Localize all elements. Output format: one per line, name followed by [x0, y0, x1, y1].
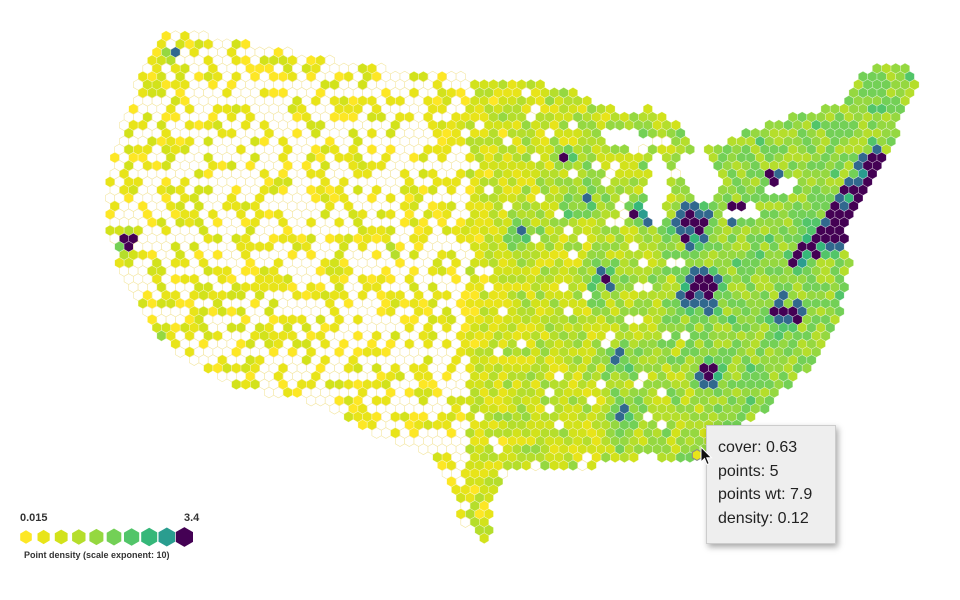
hex-cell[interactable] — [558, 459, 569, 472]
hex-cell[interactable] — [175, 346, 186, 358]
hex-cell[interactable] — [315, 394, 326, 407]
hex-cell[interactable] — [371, 427, 382, 439]
hex-cell[interactable] — [460, 516, 471, 528]
hex-cell[interactable] — [292, 386, 303, 399]
hex-cell[interactable] — [656, 451, 667, 464]
hex-cell[interactable] — [642, 443, 653, 455]
hex-cell[interactable] — [600, 451, 611, 464]
hex-cell[interactable] — [343, 411, 354, 423]
tooltip-cover: cover: 0.63 — [718, 439, 798, 456]
hex-cell[interactable] — [568, 459, 578, 472]
hex-cell[interactable] — [769, 176, 780, 188]
hex-cell[interactable] — [549, 459, 560, 472]
hex-cell[interactable] — [240, 378, 251, 391]
hex-cell[interactable] — [586, 459, 597, 472]
hex-cell[interactable] — [250, 378, 260, 391]
hex-cell[interactable] — [511, 459, 522, 472]
hex-cell[interactable] — [783, 378, 794, 391]
hex-cell[interactable] — [736, 200, 747, 212]
legend-swatch — [124, 528, 140, 546]
legend-min-label: 0.015 — [20, 512, 48, 524]
hex-cell[interactable] — [381, 427, 391, 439]
hex-cell[interactable] — [264, 386, 274, 399]
legend-max-label: 3.4 — [184, 512, 200, 524]
hex-cell[interactable] — [357, 419, 368, 431]
hex-tooltip: cover: 0.63 points: 5 points wt: 7.9 den… — [706, 425, 836, 544]
hex-cell[interactable] — [540, 459, 550, 472]
hex-cell[interactable] — [217, 370, 228, 383]
hex-cell[interactable] — [156, 330, 167, 342]
hex-cell[interactable] — [619, 451, 630, 464]
hex-cell[interactable] — [605, 119, 616, 131]
legend-swatch — [20, 530, 32, 544]
hex-cell[interactable] — [418, 443, 429, 455]
hex-cell[interactable] — [329, 402, 340, 415]
tooltip-points: points: 5 — [718, 462, 779, 480]
hex-cell[interactable] — [684, 143, 695, 156]
hex-cell[interactable] — [727, 200, 737, 212]
hex-cells[interactable] — [105, 30, 920, 545]
legend-swatch — [175, 527, 193, 547]
hex-cell[interactable] — [306, 394, 317, 407]
hex-cell[interactable] — [759, 402, 770, 415]
hex-cell[interactable] — [801, 362, 812, 374]
hex-cell[interactable] — [666, 451, 677, 464]
hex-cell[interactable] — [404, 435, 415, 447]
hex-cell[interactable] — [614, 119, 625, 131]
hex-cell[interactable] — [479, 532, 490, 545]
legend-swatch — [37, 529, 50, 545]
hex-cell[interactable] — [282, 386, 293, 399]
legend-swatch — [72, 529, 86, 545]
hex-cell[interactable] — [610, 451, 621, 464]
hex-cell[interactable] — [530, 459, 541, 472]
hex-cell[interactable] — [624, 119, 635, 131]
hex-cell[interactable] — [189, 354, 200, 366]
legend-swatch — [54, 529, 68, 545]
density-legend: 0.015 3.4 Point density (scale exponent:… — [18, 512, 218, 572]
hex-cell[interactable] — [231, 378, 242, 391]
hex-cell[interactable] — [273, 386, 284, 399]
legend-swatch — [141, 527, 158, 547]
legend-hex-scale — [20, 527, 193, 547]
tooltip-points-wt: points wt: 7.9 — [718, 486, 813, 503]
hex-cell[interactable] — [395, 435, 405, 447]
hex-cell[interactable] — [521, 459, 532, 472]
hex-cell[interactable] — [203, 362, 214, 374]
hex-cell[interactable] — [628, 451, 639, 464]
legend-swatch — [158, 527, 176, 547]
legend-swatch — [89, 528, 104, 546]
hex-cell[interactable] — [638, 127, 649, 140]
arrow-cursor-icon — [700, 446, 713, 466]
hex-cell[interactable] — [675, 451, 686, 464]
legend-caption: Point density (scale exponent: 10) — [24, 550, 170, 560]
legend-swatch — [106, 528, 122, 546]
hex-cell[interactable] — [783, 168, 794, 180]
hex-cell[interactable] — [745, 411, 756, 423]
hex-cell[interactable] — [577, 459, 588, 472]
tooltip-density: density: 0.12 — [718, 509, 809, 527]
